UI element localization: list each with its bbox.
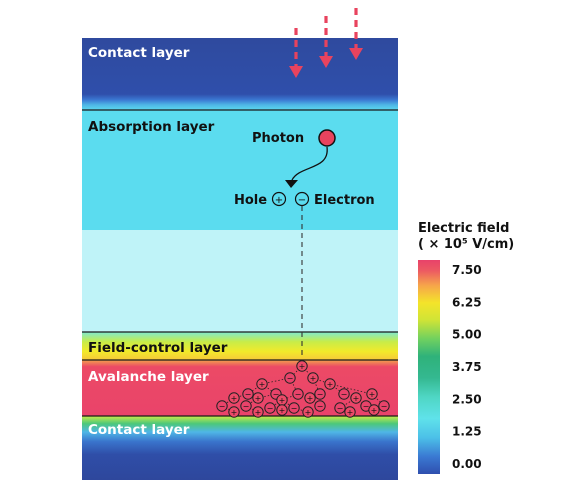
carrier-sign: + — [353, 394, 360, 403]
carrier-sign: + — [307, 394, 314, 403]
carrier-sign: − — [363, 402, 370, 411]
hole-carrier-icon — [307, 372, 319, 384]
carrier-sign: + — [299, 362, 306, 371]
electron-carrier-icon — [334, 402, 346, 414]
hole-carrier-icon — [302, 406, 314, 418]
carrier-sign: − — [219, 402, 226, 411]
carrier-sign: + — [279, 396, 286, 405]
electron-carrier-icon — [378, 400, 390, 412]
colorbar-tick-label: 6.25 — [452, 295, 482, 309]
electron-carrier-icon — [292, 388, 304, 400]
carrier-sign: + — [369, 390, 376, 399]
hole-carrier-icon — [252, 392, 264, 404]
colorbar-title-line2: ( × 10⁵ V/cm) — [418, 237, 514, 252]
carrier-sign: + — [255, 394, 262, 403]
carrier-sign: − — [243, 402, 250, 411]
carrier-sign: + — [347, 408, 354, 417]
field-control-layer — [82, 332, 398, 360]
electron-carrier-icon — [314, 400, 326, 412]
carrier-sign: − — [317, 390, 324, 399]
hole-carrier-icon — [296, 360, 308, 372]
electron-carrier-icon — [338, 388, 350, 400]
carrier-sign: − — [295, 390, 302, 399]
carrier-sign: − — [341, 390, 348, 399]
electron-icon — [294, 191, 310, 207]
incoming-light-arrows — [289, 8, 363, 78]
contact-layer-bottom — [82, 416, 398, 480]
electron-carrier-icon — [264, 402, 276, 414]
carrier-sign: + — [327, 380, 334, 389]
colorbar-tick-label: 2.50 — [452, 392, 482, 406]
hole-icon — [271, 191, 287, 207]
absorption-layer-label: Absorption layer — [88, 119, 215, 135]
contact-layer-bottom-label: Contact layer — [88, 422, 190, 438]
electron-carrier-icon — [216, 400, 228, 412]
carrier-link — [269, 399, 283, 409]
electron-carrier-icon — [314, 388, 326, 400]
electron-carrier-icon — [284, 372, 296, 384]
carrier-link — [301, 365, 314, 379]
carrier-link — [233, 393, 249, 399]
electron-carrier-icon — [288, 402, 300, 414]
carrier-sign: + — [255, 408, 262, 417]
carrier-sign: + — [231, 408, 238, 417]
avalanche-carriers: +− ++ +− − − − −+ + + + + +− − − − − − − −+ + + + + + — [216, 360, 390, 418]
hole-carrier-icon — [324, 378, 336, 390]
photon-icon — [318, 129, 336, 147]
carrier-link — [221, 397, 235, 407]
colorbar-ticks: 7.50 6.25 5.00 3.75 2.50 1.25 0.00 — [452, 263, 482, 471]
colorbar-tick-label: 7.50 — [452, 263, 482, 277]
colorbar-tick-label: 3.75 — [452, 360, 482, 374]
hole-carrier-icon — [344, 406, 356, 418]
avalanche-layer-label: Avalanche layer — [88, 369, 209, 385]
hole-carrier-icon — [256, 378, 268, 390]
carrier-link — [329, 383, 373, 395]
hole-carrier-icon — [368, 404, 380, 416]
hole-label: Hole — [234, 193, 267, 208]
carrier-sign: − — [317, 402, 324, 411]
carrier-link — [245, 397, 259, 407]
carrier-sign: + — [310, 374, 317, 383]
hole-sign: + — [275, 195, 283, 206]
photon-path-arrow — [291, 146, 328, 181]
carrier-sign: − — [267, 404, 274, 413]
photon-arrow-head — [285, 180, 298, 188]
hole-carrier-icon — [228, 392, 240, 404]
hole-carrier-icon — [366, 388, 378, 400]
absorption-layer — [82, 110, 398, 230]
carrier-sign: + — [305, 408, 312, 417]
colorbar — [418, 260, 440, 474]
electron-carrier-icon — [242, 388, 254, 400]
absorption-layer-lower — [82, 230, 398, 332]
hole-carrier-icon — [350, 392, 362, 404]
hole-carrier-icon — [276, 404, 288, 416]
field-control-layer-label: Field-control layer — [88, 340, 228, 356]
carrier-sign: + — [259, 380, 266, 389]
carrier-sign: + — [231, 394, 238, 403]
carrier-sign: − — [337, 404, 344, 413]
electron-label: Electron — [314, 193, 375, 208]
hole-carrier-icon — [252, 406, 264, 418]
contact-layer-top-label: Contact layer — [88, 45, 190, 61]
colorbar-tick-label: 0.00 — [452, 457, 482, 471]
hole-carrier-icon — [304, 392, 316, 404]
colorbar-tick-label: 5.00 — [452, 328, 482, 342]
carrier-sign: + — [279, 406, 286, 415]
photon-label: Photon — [252, 131, 304, 146]
carrier-sign: − — [381, 402, 388, 411]
carrier-sign: − — [273, 390, 280, 399]
colorbar-title-line1: Electric field — [418, 221, 509, 236]
carrier-link — [281, 399, 295, 409]
carrier-sign: + — [371, 406, 378, 415]
colorbar-tick-label: 1.25 — [452, 425, 482, 439]
electron-sign: − — [298, 195, 306, 206]
contact-layer-top — [82, 38, 398, 110]
electron-carrier-icon — [240, 400, 252, 412]
carrier-sign: − — [287, 374, 294, 383]
carrier-sign: − — [245, 390, 252, 399]
hole-carrier-icon — [228, 406, 240, 418]
carrier-sign: − — [291, 404, 298, 413]
carrier-link — [293, 407, 309, 413]
